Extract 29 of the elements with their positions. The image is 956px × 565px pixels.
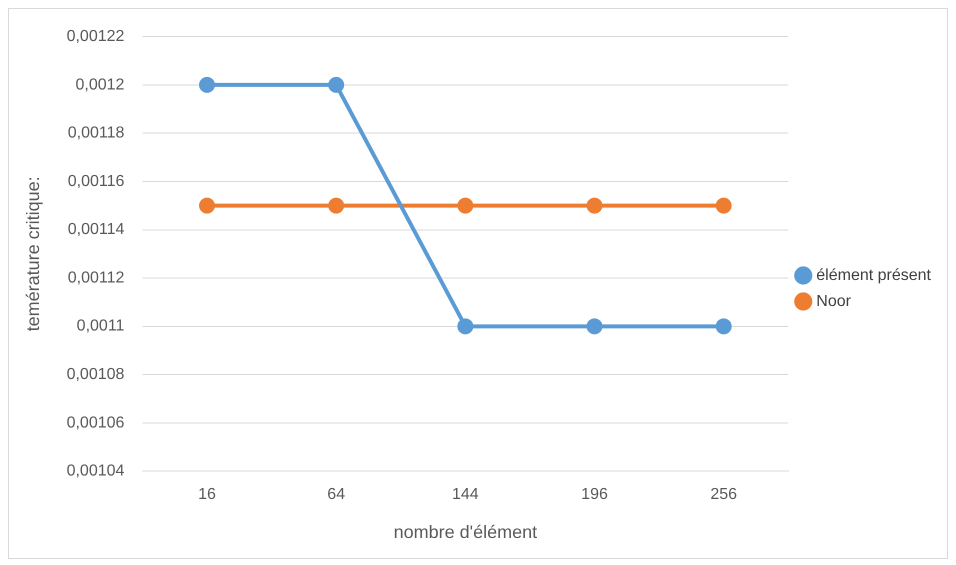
point	[328, 76, 344, 93]
y-tick-label: 0,00112	[68, 269, 125, 286]
point	[716, 318, 732, 334]
point	[457, 318, 474, 334]
point	[716, 198, 732, 214]
point	[457, 198, 474, 214]
y-axis-title: temérature critique:	[22, 176, 43, 332]
point	[199, 198, 216, 214]
point	[586, 318, 603, 334]
y-tick-label: 0,0012	[76, 76, 125, 94]
x-axis-title: nombre d'élément	[394, 522, 538, 542]
legend-label: élément présent	[816, 266, 932, 284]
point	[586, 198, 603, 214]
y-tick-label: 0,00118	[68, 124, 125, 142]
point	[199, 76, 216, 93]
point	[328, 198, 344, 214]
x-tick-label: 196	[581, 486, 608, 504]
y-tick-label: 0,00116	[68, 172, 125, 190]
x-tick-label: 144	[452, 486, 479, 504]
y-tick-label: 0,00108	[66, 366, 125, 384]
x-tick-label: 64	[327, 486, 346, 504]
y-tick-label: 0,0011	[76, 318, 125, 335]
y-tick-label: 0,00104	[66, 462, 125, 480]
x-tick-label: 16	[198, 486, 216, 504]
x-tick-label: 256	[710, 486, 738, 504]
legend-label: Noor	[816, 292, 852, 310]
y-tick-label: 0,00114	[68, 221, 125, 238]
y-tick-label: 0,00122	[66, 28, 125, 46]
y-tick-label: 0,00106	[66, 414, 125, 432]
